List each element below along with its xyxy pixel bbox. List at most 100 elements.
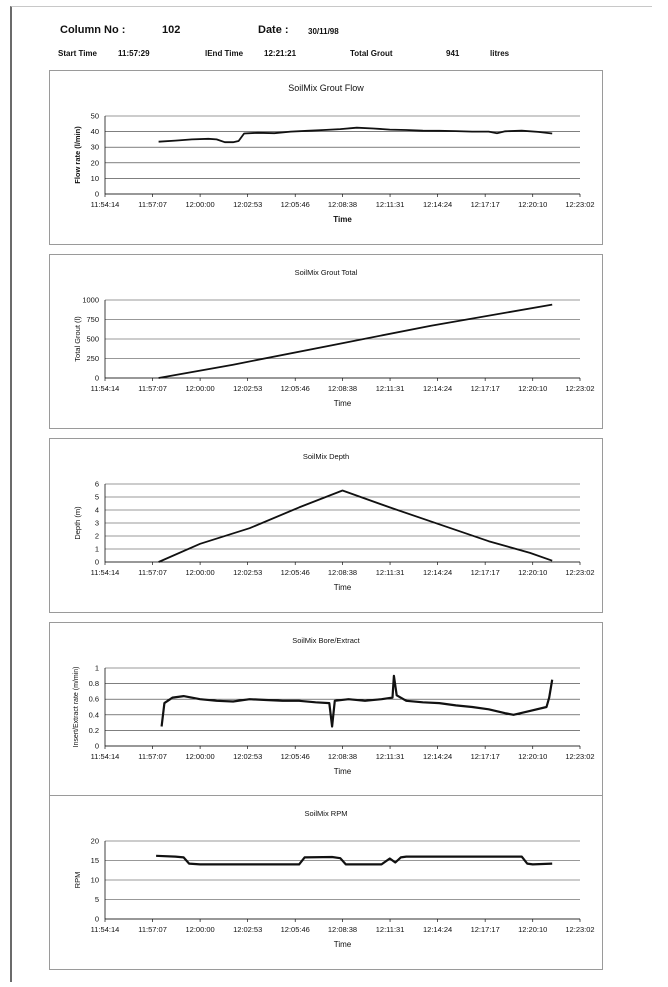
- x-tick-label: 12:11:31: [376, 568, 405, 577]
- y-tick-label: 5: [95, 895, 99, 904]
- date-label: Date :: [258, 24, 289, 36]
- y-axis-label: Flow rate (l/min): [73, 126, 82, 184]
- y-tick-label: 0.6: [89, 695, 99, 704]
- y-tick-label: 20: [91, 158, 99, 167]
- y-tick-label: 500: [86, 335, 99, 344]
- y-tick-label: 15: [91, 856, 99, 865]
- x-tick-label: 12:17:17: [471, 752, 500, 761]
- x-tick-label: 12:11:31: [376, 925, 405, 934]
- y-tick-label: 250: [86, 354, 99, 363]
- x-tick-label: 12:00:00: [186, 200, 215, 209]
- x-tick-label: 12:23:02: [565, 200, 594, 209]
- chart-bore: SoilMix Bore/Extract 0 0.2 0.4 0.6 0.8 1 11:54:…: [73, 636, 595, 776]
- y-tick-label: 0.2: [89, 726, 99, 735]
- start-time-label: Start Time: [58, 49, 97, 58]
- x-tick-label: 12:02:53: [233, 200, 262, 209]
- y-tick-label: 6: [95, 480, 99, 489]
- x-tick-label: 12:02:53: [233, 925, 262, 934]
- x-tick-label: 11:54:14: [91, 568, 120, 577]
- y-tick-label: 1: [95, 545, 99, 554]
- x-tick-label: 11:57:07: [138, 752, 167, 761]
- x-axis-label: Time: [333, 215, 352, 224]
- x-tick-label: 11:54:14: [91, 384, 120, 393]
- start-time-value: 11:57:29: [118, 49, 150, 58]
- x-tick-label: 12:14:24: [423, 200, 452, 209]
- chart-title: SoilMix Bore/Extract: [292, 636, 360, 645]
- x-tick-label: 12:17:17: [471, 200, 500, 209]
- chart-panel-bore: SoilMix Bore/Extract 0 0.2 0.4 0.6 0.8 1 11:54:…: [49, 622, 603, 797]
- chart-title: SoilMix Grout Total: [295, 268, 358, 277]
- x-tick-label: 12:14:24: [423, 925, 452, 934]
- y-axis-label: Depth (m): [73, 506, 82, 540]
- x-tick-label: 12:05:46: [281, 384, 310, 393]
- x-tick-label: 12:11:31: [376, 200, 405, 209]
- total-grout-label: Total Grout: [350, 49, 393, 58]
- y-tick-label: 750: [86, 315, 99, 324]
- x-tick-label: 12:14:24: [423, 568, 452, 577]
- y-tick-label: 3: [95, 519, 99, 528]
- y-tick-label: 0: [95, 915, 99, 924]
- x-tick-label: 12:02:53: [233, 384, 262, 393]
- series-line: [158, 126, 553, 144]
- x-axis-label: Time: [334, 583, 352, 592]
- x-tick-label: 12:05:46: [281, 752, 310, 761]
- x-tick-label: 12:23:02: [565, 925, 594, 934]
- y-tick-label: 0.4: [89, 710, 99, 719]
- x-tick-label: 11:54:14: [91, 925, 120, 934]
- y-tick-label: 1: [95, 664, 99, 673]
- series-line: [158, 489, 553, 563]
- date-value: 30/11/98: [308, 27, 339, 36]
- column-label: Column No :: [60, 24, 126, 36]
- y-tick-label: 20: [91, 837, 99, 846]
- x-tick-label: 12:17:17: [471, 568, 500, 577]
- y-tick-label: 0: [95, 558, 99, 567]
- x-tick-label: 12:17:17: [471, 925, 500, 934]
- column-value: 102: [162, 24, 181, 36]
- x-tick-label: 12:00:00: [186, 752, 215, 761]
- chart-panel-flow: SoilMix Grout Flow 0 10 20 30 40 50 11:54:14 11:…: [49, 70, 603, 245]
- x-tick-label: 12:08:38: [328, 384, 357, 393]
- chart-title: SoilMix RPM: [305, 809, 348, 818]
- series-line: [160, 674, 554, 728]
- x-tick-label: 12:05:46: [281, 200, 310, 209]
- x-tick-label: 11:57:07: [138, 568, 167, 577]
- x-axis-label: Time: [334, 940, 352, 949]
- x-tick-label: 12:00:00: [186, 384, 215, 393]
- y-tick-label: 40: [91, 127, 99, 136]
- x-tick-label: 11:57:07: [138, 384, 167, 393]
- total-grout-value: 941: [446, 49, 460, 58]
- y-axis-label: Insert/Extract rate (m/min): [73, 667, 80, 748]
- chart-title: SoilMix Depth: [303, 452, 349, 461]
- x-tick-label: 12:05:46: [281, 925, 310, 934]
- x-tick-label: 11:57:07: [138, 200, 167, 209]
- series-line: [156, 854, 553, 866]
- x-tick-label: 12:11:31: [376, 384, 405, 393]
- x-tick-label: 12:23:02: [565, 384, 594, 393]
- series-line: [158, 303, 553, 379]
- y-tick-label: 4: [95, 506, 99, 515]
- x-tick-label: 11:57:07: [138, 925, 167, 934]
- x-tick-label: 12:02:53: [233, 568, 262, 577]
- x-tick-label: 12:08:38: [328, 925, 357, 934]
- x-tick-label: 12:20:10: [518, 925, 547, 934]
- y-tick-label: 0.8: [89, 679, 99, 688]
- chart-panel-rpm: SoilMix RPM 0 5 10 15 20 11:54:14 11:57:07 12:00…: [49, 795, 603, 970]
- y-tick-label: 0: [95, 374, 99, 383]
- x-tick-label: 12:20:10: [518, 384, 547, 393]
- chart-rpm: SoilMix RPM 0 5 10 15 20 11:54:14 11:57:07 12:00…: [73, 809, 595, 949]
- x-tick-label: 12:14:24: [423, 384, 452, 393]
- chart-title: SoilMix Grout Flow: [288, 83, 364, 93]
- x-tick-label: 12:14:24: [423, 752, 452, 761]
- end-time-label: lEnd Time: [205, 49, 244, 58]
- x-tick-label: 12:23:02: [565, 752, 594, 761]
- x-tick-label: 12:08:38: [328, 752, 357, 761]
- x-tick-label: 12:23:02: [565, 568, 594, 577]
- y-tick-label: 0: [95, 190, 99, 199]
- total-grout-unit: litres: [490, 49, 510, 58]
- x-tick-label: 12:20:10: [518, 200, 547, 209]
- y-tick-label: 2: [95, 532, 99, 541]
- x-tick-label: 12:11:31: [376, 752, 405, 761]
- x-tick-label: 11:54:14: [91, 200, 120, 209]
- x-tick-label: 12:08:38: [328, 568, 357, 577]
- x-tick-label: 12:00:00: [186, 568, 215, 577]
